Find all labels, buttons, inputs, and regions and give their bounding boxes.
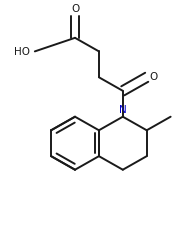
Text: O: O — [71, 4, 79, 14]
Text: HO: HO — [14, 47, 30, 57]
Text: O: O — [150, 72, 158, 82]
Text: N: N — [119, 105, 127, 115]
